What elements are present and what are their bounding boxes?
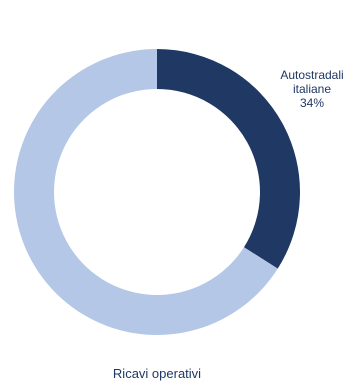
slice-labels: Autostradali italiane 34% — [280, 68, 343, 110]
donut-slices — [13, 48, 300, 335]
chart-caption: Ricavi operativi — [113, 366, 201, 381]
donut-slice-0 — [157, 49, 300, 269]
slice-label-line: Autostradali — [280, 68, 343, 82]
donut-slice-1 — [13, 48, 278, 335]
slice-label-0: Autostradali italiane 34% — [280, 68, 343, 110]
slice-label-line: italiane — [293, 82, 331, 96]
slice-label-line: 34% — [300, 96, 324, 110]
